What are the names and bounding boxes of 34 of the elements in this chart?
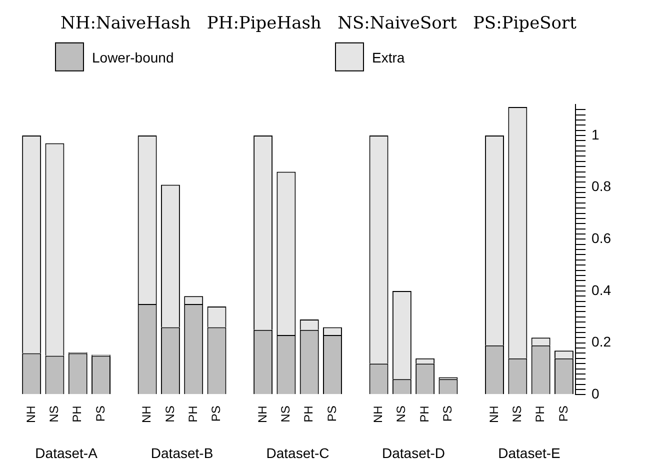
y-tick-label: 0.6 <box>592 230 612 246</box>
text: Dataset-A <box>35 444 98 461</box>
x-tick-label: NS <box>162 406 177 422</box>
x-tick-label: NH <box>255 406 270 424</box>
y-tick-label: 0.8 <box>592 178 612 194</box>
x-tick-label: PH <box>533 406 548 422</box>
x-tick-label: NH <box>24 406 38 424</box>
x-tick-label: NS <box>278 406 293 422</box>
x-tick-label: PS <box>324 406 339 422</box>
x-tick-label: NH <box>371 406 386 424</box>
x-tick-label: NH <box>140 406 154 424</box>
x-tick-label: PH <box>186 406 200 422</box>
y-tick-label: 1 <box>592 126 600 142</box>
x-tick-label: PH <box>302 406 316 422</box>
y-tick-label: 0 <box>592 386 600 402</box>
text: Dataset-D <box>382 444 446 461</box>
x-tick-label: PS <box>209 406 224 422</box>
x-tick-label: NS <box>510 406 524 422</box>
chart-title: NH:NaiveHash PH:PipeHash NS:NaiveSort PS:PipeSort <box>60 14 577 34</box>
x-tick-label: PH <box>70 406 84 422</box>
x-tick-label: PS <box>556 406 570 422</box>
legend-label: Extra <box>372 49 405 66</box>
x-tick-label: NH <box>486 406 501 424</box>
text: Dataset-E <box>498 444 560 461</box>
x-tick-label: PS <box>93 406 108 422</box>
legend-label: Lower-bound <box>92 49 174 66</box>
text: Dataset-C <box>266 444 330 461</box>
x-tick-label: PS <box>440 406 455 422</box>
text: Dataset-B <box>150 444 214 461</box>
x-tick-label: NS <box>47 406 62 422</box>
y-tick-label: 0.4 <box>592 282 612 298</box>
y-tick-label: 0.2 <box>592 334 612 350</box>
x-tick-label: PH <box>417 406 432 422</box>
x-tick-label: NS <box>394 406 408 422</box>
